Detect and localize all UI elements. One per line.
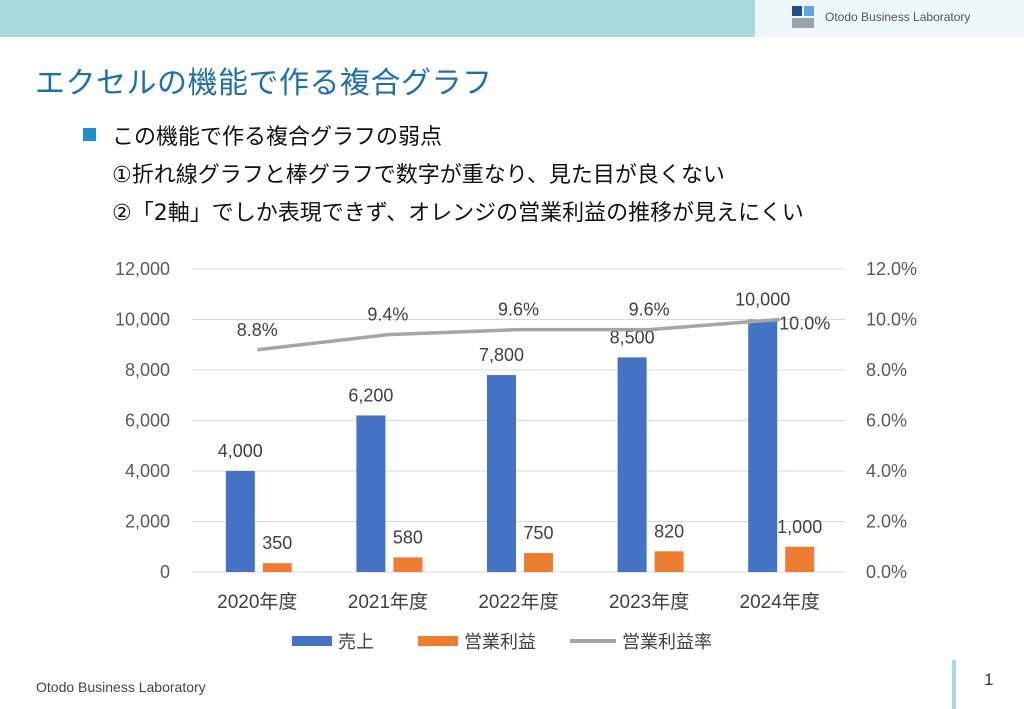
data-label-営業利益: 1,000 bbox=[777, 517, 822, 537]
data-label-売上: 10,000 bbox=[735, 290, 790, 310]
brand-box: Otodo Business Laboratory bbox=[755, 0, 1024, 37]
brand-text: Otodo Business Laboratory bbox=[825, 10, 971, 24]
left-axis-tick: 4,000 bbox=[125, 461, 170, 481]
header-bar bbox=[0, 0, 755, 37]
combo-chart: 0 0.0% 2,000 2.0% 4,000 4.0% 6,000 6.0% 8,000 8.0… bbox=[115, 259, 917, 652]
right-axis-tick: 2.0% bbox=[866, 512, 907, 532]
left-axis-tick: 2,000 bbox=[125, 512, 170, 532]
legend-label: 売上 bbox=[338, 632, 374, 652]
bar-営業利益 bbox=[785, 546, 815, 572]
x-axis-category-label: 2024年度 bbox=[740, 591, 820, 613]
legend-label: 営業利益率 bbox=[622, 632, 712, 652]
right-axis-tick: 12.0% bbox=[866, 259, 917, 279]
line-営業利益率 bbox=[257, 317, 780, 352]
right-axis-tick: 6.0% bbox=[866, 411, 907, 431]
bullet-square-icon bbox=[83, 128, 96, 141]
left-axis-tick: 10,000 bbox=[115, 310, 170, 330]
bar-売上 bbox=[487, 375, 516, 572]
bar-営業利益 bbox=[654, 551, 684, 572]
data-label-営業利益: 750 bbox=[523, 523, 553, 543]
data-label-売上: 7,800 bbox=[479, 345, 524, 365]
left-axis-tick: 6,000 bbox=[125, 411, 170, 431]
data-label-営業利益: 580 bbox=[393, 527, 423, 547]
data-label-営業利益率: 8.8% bbox=[237, 320, 278, 340]
bar-売上 bbox=[748, 319, 778, 572]
legend-label: 営業利益 bbox=[464, 632, 536, 652]
data-label-営業利益: 820 bbox=[654, 521, 684, 541]
bullet-point-1: ①折れ線グラフと棒グラフで数字が重なり、見た目が良くない bbox=[112, 163, 725, 188]
bar-売上 bbox=[617, 357, 647, 572]
x-axis-category-label: 2022年度 bbox=[478, 591, 558, 613]
data-label-営業利益率: 9.6% bbox=[498, 300, 539, 320]
page-number-bar bbox=[952, 660, 956, 709]
right-axis-tick: 0.0% bbox=[866, 562, 907, 582]
data-label-売上: 6,200 bbox=[348, 385, 393, 405]
bar-営業利益 bbox=[524, 553, 553, 572]
bullet-heading: この機能で作る複合グラフの弱点 bbox=[112, 125, 443, 150]
legend-swatch-売上 bbox=[292, 636, 332, 646]
page-number: 1 bbox=[984, 670, 994, 689]
right-axis-tick: 10.0% bbox=[866, 310, 917, 330]
bullet-point-2: ②「2軸」でしか表現できず、オレンジの営業利益の推移が見えにくい bbox=[112, 201, 804, 226]
legend-swatch-営業利益 bbox=[418, 636, 458, 646]
data-label-営業利益率: 10.0% bbox=[779, 314, 830, 334]
x-axis-category-label: 2023年度 bbox=[609, 591, 689, 613]
data-label-営業利益率: 9.4% bbox=[367, 305, 408, 325]
data-label-売上: 8,500 bbox=[610, 327, 655, 347]
brand-logo-icon bbox=[792, 6, 814, 28]
right-axis-tick: 8.0% bbox=[866, 360, 907, 380]
bar-営業利益 bbox=[262, 563, 292, 572]
data-label-営業利益: 350 bbox=[262, 533, 292, 553]
bar-売上 bbox=[225, 471, 255, 572]
data-label-営業利益率: 9.6% bbox=[629, 300, 670, 320]
bar-売上 bbox=[356, 415, 386, 572]
left-axis-tick: 8,000 bbox=[125, 360, 170, 380]
left-axis-tick: 0 bbox=[160, 562, 170, 582]
right-axis-tick: 4.0% bbox=[866, 461, 907, 481]
x-axis-category-label: 2020年度 bbox=[217, 591, 297, 613]
left-axis-tick: 12,000 bbox=[115, 259, 170, 279]
bar-営業利益 bbox=[393, 557, 423, 572]
x-axis-category-label: 2021年度 bbox=[348, 591, 428, 613]
slide-title: エクセルの機能で作る複合グラフ bbox=[35, 66, 493, 101]
footer-company: Otodo Business Laboratory bbox=[36, 679, 206, 695]
data-label-売上: 4,000 bbox=[218, 441, 263, 461]
